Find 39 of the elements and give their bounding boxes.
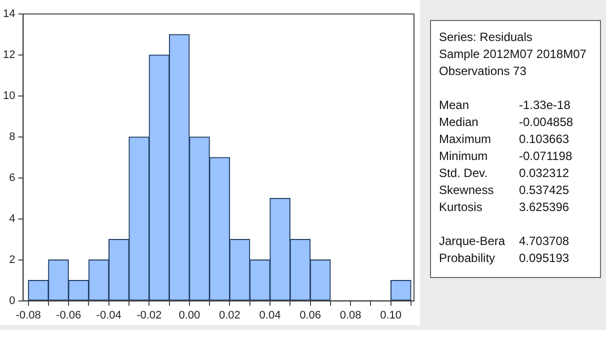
category-label: Jarque-Bera [439, 233, 506, 250]
x-tick-label: 0.10 [380, 309, 402, 322]
category-label: Median [439, 114, 480, 131]
text: 0.032312 [519, 166, 570, 180]
x-tick-label: 0.04 [259, 309, 281, 322]
text: -0.071198 [519, 149, 572, 163]
y-tick-label: 4 [9, 212, 16, 225]
category-label: Std. Dev. [439, 165, 488, 182]
text: Series: Residuals [439, 29, 534, 46]
category-label: Mean [439, 97, 470, 114]
text: -0.004858 [519, 115, 574, 129]
x-tick-label: 0.08 [340, 309, 362, 322]
y-tick-label: 10 [2, 90, 16, 102]
text: 0.537425 [519, 183, 570, 197]
y-tick-label: 14 [2, 8, 16, 20]
x-tick-label: 0.02 [218, 309, 240, 322]
x-tick-label: -0.06 [56, 309, 82, 322]
category-label: Skewness [439, 182, 495, 199]
y-tick-label: 6 [9, 172, 16, 184]
category-label: Maximum [439, 131, 492, 148]
x-tick-label: 0.00 [178, 309, 200, 322]
x-tick-label: -0.04 [96, 309, 122, 322]
category-label: Kurtosis [439, 199, 484, 216]
text: Observations 73 [439, 63, 528, 80]
y-tick-label: 8 [9, 130, 16, 143]
y-tick-label: 2 [9, 254, 16, 266]
text: 4.703708 [519, 234, 570, 248]
text: 3.625396 [519, 200, 570, 214]
x-tick-label: 0.06 [300, 309, 321, 322]
text: 0.103663 [519, 132, 570, 146]
category-label: Minimum [439, 148, 489, 165]
x-tick-label: -0.02 [136, 309, 162, 322]
y-tick-label: 0 [9, 294, 16, 307]
y-tick-label: 12 [2, 49, 16, 62]
text: 0.095193 [519, 251, 570, 265]
x-tick-label: -0.08 [16, 309, 41, 322]
text: -1.33e-18 [519, 98, 570, 112]
text: Sample 2012M07 2018M07 [439, 46, 588, 63]
category-label: Probability [439, 250, 496, 267]
